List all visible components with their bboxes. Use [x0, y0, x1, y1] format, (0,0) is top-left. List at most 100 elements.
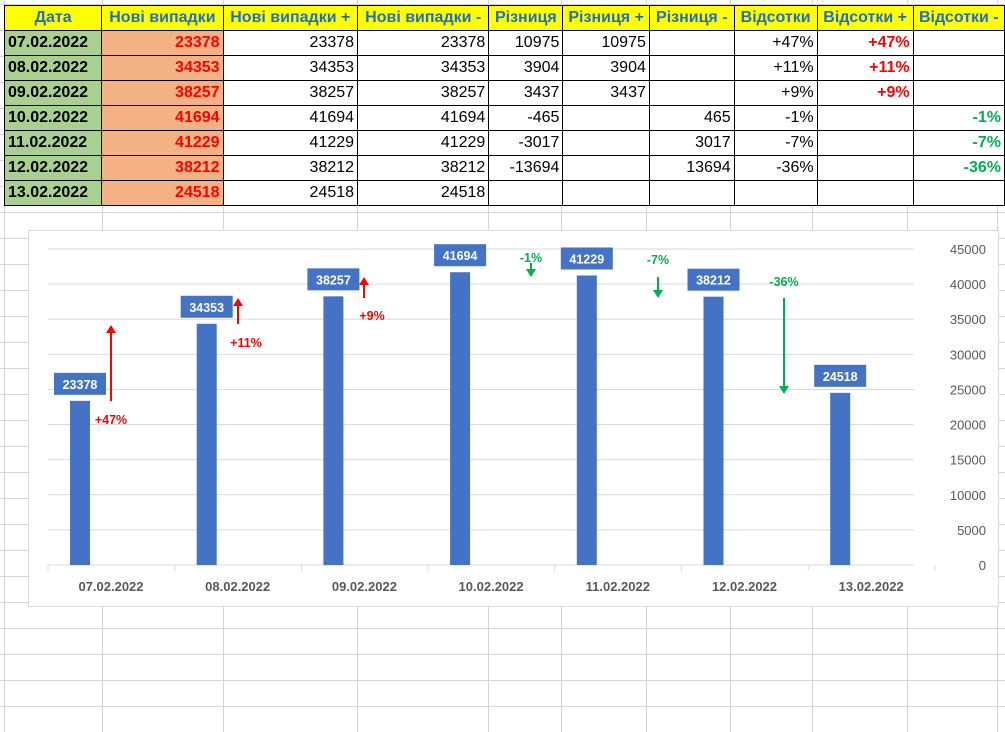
data-label-box: [434, 244, 487, 267]
arrowhead-icon: [526, 269, 536, 277]
table-cell[interactable]: 38257: [357, 80, 490, 106]
table-cell[interactable]: 38257: [101, 80, 224, 106]
table-cell[interactable]: 13694: [648, 155, 735, 181]
table-row: 08.02.2022 34353 34353 34353 3904 3904 +11% +11…: [3, 55, 1005, 81]
table-cell[interactable]: 3904: [488, 55, 564, 81]
table-cell[interactable]: -13694: [488, 155, 564, 181]
table-cell[interactable]: 465: [648, 105, 735, 131]
table-cell[interactable]: 41694: [357, 105, 490, 131]
table-cell[interactable]: -7%: [733, 130, 818, 156]
table-cell[interactable]: 41229: [222, 130, 359, 156]
column-header[interactable]: Різниця: [488, 5, 564, 31]
table-cell[interactable]: 23378: [101, 30, 224, 56]
table-cell[interactable]: [562, 130, 650, 156]
y-tick-label: 40000: [950, 277, 986, 292]
table-cell[interactable]: 09.02.2022: [3, 80, 103, 106]
table-cell[interactable]: 07.02.2022: [3, 30, 103, 56]
table-cell[interactable]: 38257: [222, 80, 359, 106]
chart-svg: 0 5000 10000 15000 20000 25000 30000 35000 40000…: [47, 242, 986, 594]
table-cell[interactable]: [912, 180, 1005, 206]
table-cell[interactable]: -1%: [912, 105, 1005, 131]
column-header[interactable]: Відсотки: [733, 5, 818, 31]
table-cell[interactable]: 3904: [562, 55, 650, 81]
table-cell[interactable]: 10975: [488, 30, 564, 56]
table-cell[interactable]: -465: [488, 105, 564, 131]
bar: [70, 400, 90, 565]
table-cell[interactable]: -3017: [488, 130, 564, 156]
table-cell[interactable]: 34353: [357, 55, 490, 81]
table-cell[interactable]: [816, 130, 914, 156]
column-header[interactable]: Дата: [3, 5, 103, 31]
table-cell[interactable]: [816, 180, 914, 206]
table-cell[interactable]: 3437: [562, 80, 650, 106]
table-cell[interactable]: [488, 180, 564, 206]
table-cell[interactable]: +11%: [733, 55, 818, 81]
table-cell[interactable]: [733, 180, 818, 206]
table-cell[interactable]: 24518: [357, 180, 490, 206]
table-cell[interactable]: +47%: [816, 30, 914, 56]
table-row: 11.02.2022 41229 41229 41229 -3017 3017 -7% -7%: [3, 130, 1005, 156]
table-cell[interactable]: 41694: [222, 105, 359, 131]
table-cell[interactable]: 13.02.2022: [3, 180, 103, 206]
y-tick-label: 0: [979, 558, 986, 573]
column-header[interactable]: Нові випадки: [101, 5, 224, 31]
table-cell[interactable]: [562, 155, 650, 181]
x-tick-label: 07.02.2022: [78, 579, 143, 594]
table-cell[interactable]: [912, 30, 1005, 56]
column-header[interactable]: Відсотки +: [816, 5, 914, 31]
table-cell[interactable]: -36%: [912, 155, 1005, 181]
table-row: 09.02.2022 38257 38257 38257 3437 3437 +9% +9%: [3, 80, 1005, 106]
chart[interactable]: 0 5000 10000 15000 20000 25000 30000 35000 40000…: [28, 230, 999, 607]
bar: [196, 323, 217, 565]
table-cell[interactable]: [648, 30, 735, 56]
table-cell[interactable]: 38212: [101, 155, 224, 181]
column-header[interactable]: Нові випадки +: [222, 5, 359, 31]
table-cell[interactable]: [912, 55, 1005, 81]
table-cell[interactable]: +47%: [733, 30, 818, 56]
table-cell[interactable]: 11.02.2022: [3, 130, 103, 156]
table-cell[interactable]: 08.02.2022: [3, 55, 103, 81]
table-cell[interactable]: 38212: [357, 155, 490, 181]
column-header[interactable]: Різниця -: [648, 5, 735, 31]
table-cell[interactable]: [562, 105, 650, 131]
arrowhead-icon: [359, 277, 369, 285]
table-cell[interactable]: 41229: [101, 130, 224, 156]
table-cell[interactable]: [816, 155, 914, 181]
table-cell[interactable]: +9%: [733, 80, 818, 106]
table-cell[interactable]: -7%: [912, 130, 1005, 156]
table-cell[interactable]: +9%: [816, 80, 914, 106]
table-cell[interactable]: +11%: [816, 55, 914, 81]
table-cell[interactable]: 3437: [488, 80, 564, 106]
table-cell[interactable]: 23378: [222, 30, 359, 56]
table-cell[interactable]: 24518: [222, 180, 359, 206]
table-cell[interactable]: 41694: [101, 105, 224, 131]
table-cell[interactable]: 34353: [101, 55, 224, 81]
table-cell[interactable]: 24518: [101, 180, 224, 206]
x-tick-label: 10.02.2022: [459, 579, 524, 594]
data-label-box: [180, 295, 233, 318]
data-label-box: [814, 364, 867, 387]
data-label: 38257: [316, 273, 351, 287]
column-header[interactable]: Різниця +: [562, 5, 650, 31]
table-cell[interactable]: 34353: [222, 55, 359, 81]
table-cell[interactable]: -1%: [733, 105, 818, 131]
column-header[interactable]: Нові випадки -: [357, 5, 490, 31]
table-cell[interactable]: 38212: [222, 155, 359, 181]
column-header[interactable]: Відсотки -: [912, 5, 1005, 31]
table-cell[interactable]: [562, 180, 650, 206]
table-cell[interactable]: [648, 55, 735, 81]
table-cell[interactable]: [648, 80, 735, 106]
table-cell[interactable]: 41229: [357, 130, 490, 156]
change-label: +9%: [359, 309, 384, 323]
table-cell[interactable]: 10975: [562, 30, 650, 56]
table-cell[interactable]: 12.02.2022: [3, 155, 103, 181]
table-cell[interactable]: 3017: [648, 130, 735, 156]
table-cell[interactable]: [912, 80, 1005, 106]
table-cell[interactable]: 10.02.2022: [3, 105, 103, 131]
x-tick-label: 12.02.2022: [712, 579, 777, 594]
table-cell[interactable]: 23378: [357, 30, 490, 56]
arrowhead-icon: [779, 386, 789, 394]
table-cell[interactable]: -36%: [733, 155, 818, 181]
table-cell[interactable]: [816, 105, 914, 131]
table-cell[interactable]: [648, 180, 735, 206]
